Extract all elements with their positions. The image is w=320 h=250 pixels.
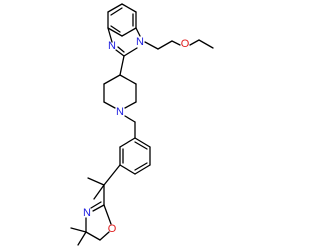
atom-labels: N N O N N O [83,36,190,235]
atom-label: O [181,38,190,50]
bonds [70,3,214,246]
atom-label: N [116,106,124,118]
molecule-diagram: N N O N N O [70,3,214,246]
atom-label: N [108,40,116,52]
atom-label: O [108,223,117,235]
atom-label: N [136,36,144,48]
atom-label: N [83,207,91,219]
